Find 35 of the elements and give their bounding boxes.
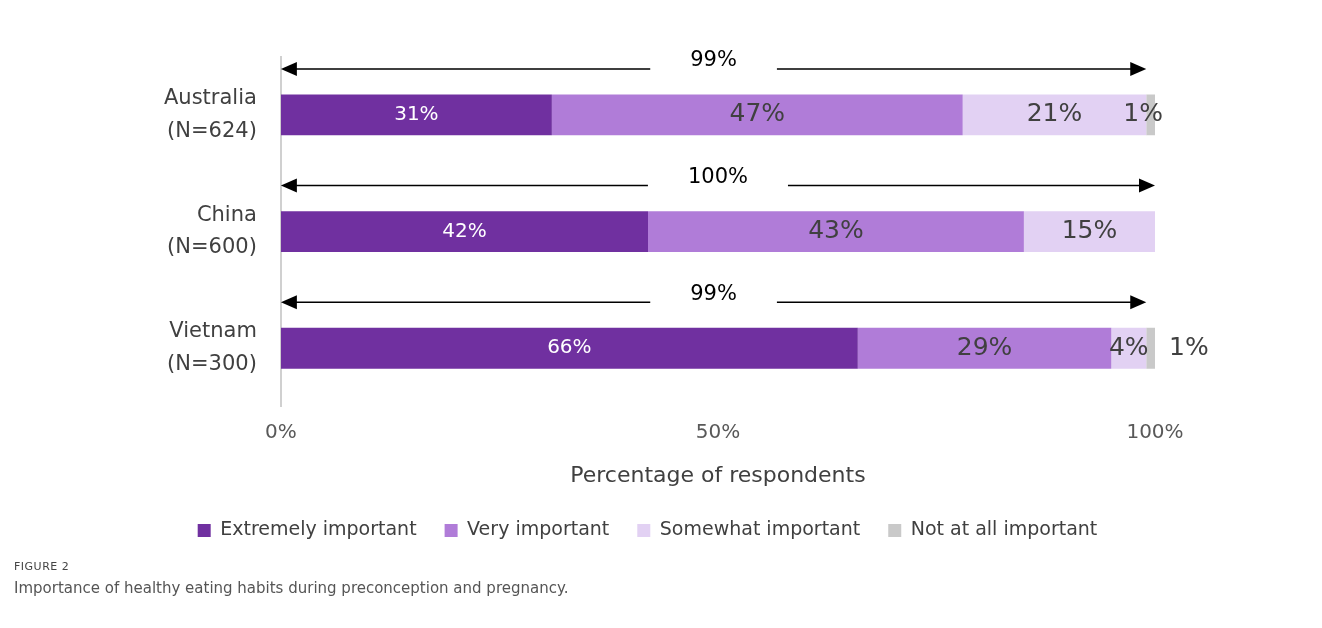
- y-tick-label: Australia (N=624): [164, 85, 257, 142]
- x-tick-label: 0%: [265, 418, 297, 443]
- data-label: 15%: [1061, 215, 1118, 245]
- text: Importance of healthy eating habits during preconception and pregnancy.: [14, 579, 569, 597]
- legend-label: Not at all important: [910, 517, 1098, 540]
- legend-label: Somewhat important: [659, 517, 861, 540]
- data-label: 21%: [1026, 98, 1083, 128]
- bar: [857, 327, 1112, 369]
- data-label: 66%: [547, 334, 592, 359]
- bar: [648, 211, 1024, 252]
- bar: [551, 94, 963, 136]
- data-label: 4%: [1108, 331, 1149, 361]
- bar: [280, 327, 858, 369]
- x-tick-label: 100%: [1126, 418, 1184, 443]
- caption: FIGURE 2: [14, 560, 71, 573]
- bar: [1146, 327, 1155, 369]
- bar: [280, 94, 552, 136]
- data-label: 31%: [394, 101, 439, 126]
- y-tick-label: China (N=600): [167, 201, 257, 259]
- y-tick-label: Vietnam (N=300): [167, 318, 257, 375]
- bar: [1023, 211, 1155, 252]
- annotation: 99%: [690, 47, 737, 72]
- bar: [280, 211, 649, 252]
- annotation: 100%: [687, 164, 748, 189]
- x-tick-label: 50%: [695, 418, 741, 443]
- legend-label: Extremely important: [220, 517, 417, 540]
- data-label: 1%: [1169, 331, 1209, 361]
- x-axis-title: Percentage of respondents: [570, 461, 866, 487]
- data-label: 47%: [729, 98, 786, 128]
- data-label: 29%: [956, 331, 1013, 361]
- data-label: 42%: [442, 217, 487, 242]
- data-label: 43%: [808, 215, 864, 245]
- data-label: 1%: [1123, 98, 1164, 128]
- annotation: 99%: [690, 280, 737, 305]
- legend-label: Very important: [467, 517, 610, 540]
